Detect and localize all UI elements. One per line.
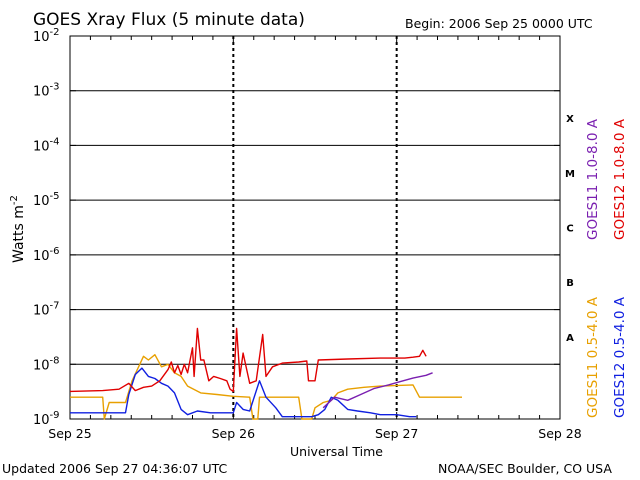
begin-label: Begin: 2006 Sep 25 0000 UTC [405,16,593,31]
y-tick-base: 10 [33,30,50,45]
flare-class-label: M [565,169,575,180]
y-tick-base: 10 [33,249,50,264]
y-tick-exp: -6 [50,246,60,257]
y-tick-label: 10-8 [33,355,60,373]
y-axis-label-base: Watts m [11,205,27,263]
credit-label: NOAA/SEC Boulder, CO USA [438,461,612,476]
x-tick-label: Sep 26 [212,426,255,441]
x-axis-ticks: Sep 25 Sep 26 Sep 27 Sep 28 [48,36,582,441]
y-tick-exp: -4 [50,136,60,147]
y-tick-label: 10-5 [33,191,60,209]
x-axis-label: Universal Time [290,444,383,459]
y-tick-exp: -2 [50,27,60,38]
chart-title: GOES Xray Flux (5 minute data) [33,10,305,30]
y-tick-exp: -3 [50,82,60,93]
y-tick-label: 10-7 [33,301,60,319]
y-tick-base: 10 [33,194,50,209]
flare-class-label: A [566,333,574,344]
y-tick-label: 10-3 [33,82,60,100]
x-tick-label: Sep 27 [375,426,418,441]
flare-class-label: C [566,224,573,235]
legend-entry: GOES12 1.0-8.0 A [612,118,628,240]
y-tick-exp: -5 [50,191,60,202]
y-tick-label: 10-2 [33,27,60,45]
updated-label: Updated 2006 Sep 27 04:36:07 UTC [2,461,228,476]
y-tick-label: 10-9 [33,410,60,428]
y-axis-label: Watts m-2 [9,195,27,263]
series-line [70,354,462,420]
y-axis-label-exp: -2 [9,195,20,205]
y-tick-base: 10 [33,304,50,319]
grid [70,36,560,419]
series-line [69,327,427,393]
legend: GOES11 1.0-8.0 A GOES12 1.0-8.0 A GOES11 0… [585,118,628,418]
y-tick-exp: -9 [50,410,60,421]
x-tick-label: Sep 28 [538,426,581,441]
y-tick-base: 10 [33,139,50,154]
y-tick-exp: -8 [50,355,60,366]
y-tick-base: 10 [33,358,50,373]
legend-entry: GOES12 0.5-4.0 A [612,296,628,418]
y-tick-label: 10-6 [33,246,60,264]
legend-entry: GOES11 1.0-8.0 A [585,118,601,240]
series-lines [69,327,462,420]
legend-entry: GOES11 0.5-4.0 A [585,296,601,418]
flare-class-label: X [566,114,574,125]
y-tick-base: 10 [33,85,50,100]
plot-frame [69,35,561,420]
y-tick-base: 10 [33,413,50,428]
flare-class-label: B [566,278,574,289]
flare-class-labels: X M C B A [565,114,575,344]
series-line [70,367,417,418]
series-line [322,372,433,409]
x-tick-label: Sep 25 [48,426,91,441]
y-tick-label: 10-4 [33,136,60,154]
y-tick-exp: -7 [50,301,60,312]
y-axis-ticks: 10-210-310-410-510-610-710-810-9 [33,27,560,428]
